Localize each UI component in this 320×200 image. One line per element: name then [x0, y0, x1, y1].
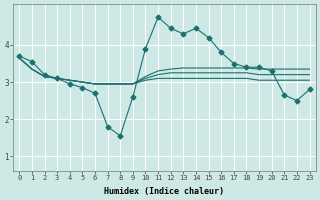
X-axis label: Humidex (Indice chaleur): Humidex (Indice chaleur) — [104, 187, 224, 196]
